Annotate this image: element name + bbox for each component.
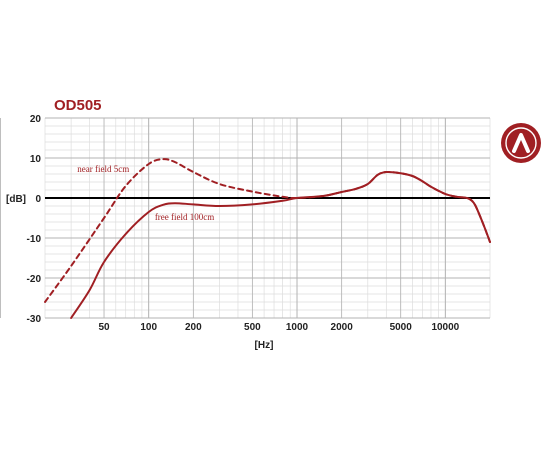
- x-tick-label: 200: [185, 322, 202, 333]
- x-tick-label: 5000: [390, 322, 413, 333]
- brand-logo-icon: [501, 123, 541, 163]
- y-axis-label: [dB]: [6, 194, 26, 205]
- free-field-annotation: free field 100cm: [155, 212, 214, 222]
- annotation-layer: near field 5cm free field 100cm: [77, 164, 214, 222]
- near-field-annotation: near field 5cm: [77, 164, 129, 174]
- y-tick-labels: 20 10 0 -10 -20 -30: [27, 114, 42, 325]
- x-tick-label: 100: [140, 322, 157, 333]
- x-tick-labels: 50 100 200 500 1000 2000 5000 10000: [98, 322, 459, 333]
- x-tick-label: 50: [98, 322, 110, 333]
- x-tick-label: 1000: [286, 322, 309, 333]
- y-tick-label: -10: [27, 234, 42, 245]
- y-tick-label: -20: [27, 274, 42, 285]
- y-tick-label: 0: [35, 194, 41, 205]
- y-tick-label: 10: [30, 154, 42, 165]
- x-axis-label: [Hz]: [255, 340, 274, 351]
- y-tick-label: -30: [27, 314, 42, 325]
- major-grid: [0, 117, 490, 319]
- y-tick-label: 20: [30, 114, 42, 125]
- x-tick-label: 500: [244, 322, 261, 333]
- series-layer: [44, 158, 491, 319]
- chart-title: OD505: [54, 97, 102, 114]
- free-field-curve: [70, 170, 491, 319]
- minor-grid: [44, 118, 491, 318]
- x-tick-label: 10000: [431, 322, 459, 333]
- x-tick-label: 2000: [331, 322, 354, 333]
